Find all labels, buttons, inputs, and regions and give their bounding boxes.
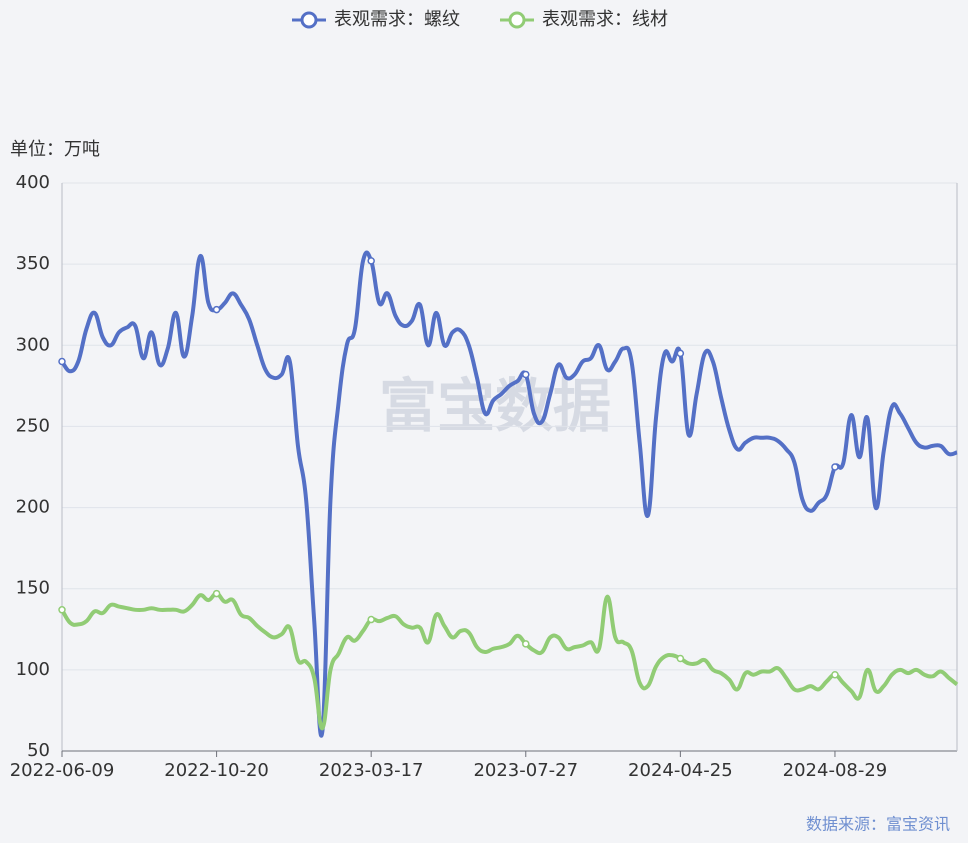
x-tick-label: 2024-04-25 xyxy=(628,760,733,781)
point xyxy=(367,257,375,265)
x-tick-label: 2023-03-17 xyxy=(319,760,424,781)
point xyxy=(522,370,530,379)
point xyxy=(212,589,221,598)
legend-icon-dot xyxy=(300,11,318,29)
y-tick-label: 300 xyxy=(16,334,50,355)
y-axis-label: 单位：万吨 xyxy=(10,139,100,160)
series-line xyxy=(60,591,959,731)
legend-label: 表观需求：线材 xyxy=(542,9,668,30)
point xyxy=(831,463,839,471)
y-tick-label: 350 xyxy=(16,253,50,274)
x-tick-label: 2022-06-09 xyxy=(10,760,115,781)
point xyxy=(367,615,375,624)
y-tick-label: 200 xyxy=(16,497,50,518)
point xyxy=(58,606,66,614)
x-tick-label: 2022-10-20 xyxy=(164,760,269,781)
x-tick-label: 2024-08-29 xyxy=(783,760,888,781)
y-tick-label: 100 xyxy=(16,659,50,680)
source: 数据来源：富宝资讯 xyxy=(806,815,950,834)
y-tick-label: 400 xyxy=(16,172,50,193)
legend-icon-dot xyxy=(508,11,526,29)
point xyxy=(522,640,530,648)
legend-label: 表观需求：螺纹 xyxy=(334,9,460,30)
point xyxy=(676,654,685,663)
point xyxy=(58,357,66,366)
y-tick-label: 150 xyxy=(16,578,50,599)
y-tick-label: 250 xyxy=(16,415,50,436)
watermark: 富宝数据 xyxy=(379,372,611,440)
point xyxy=(676,349,685,358)
x-tick-label: 2023-07-27 xyxy=(473,760,578,781)
point xyxy=(831,670,839,679)
y-tick-label: 50 xyxy=(27,740,50,761)
point xyxy=(212,305,221,314)
